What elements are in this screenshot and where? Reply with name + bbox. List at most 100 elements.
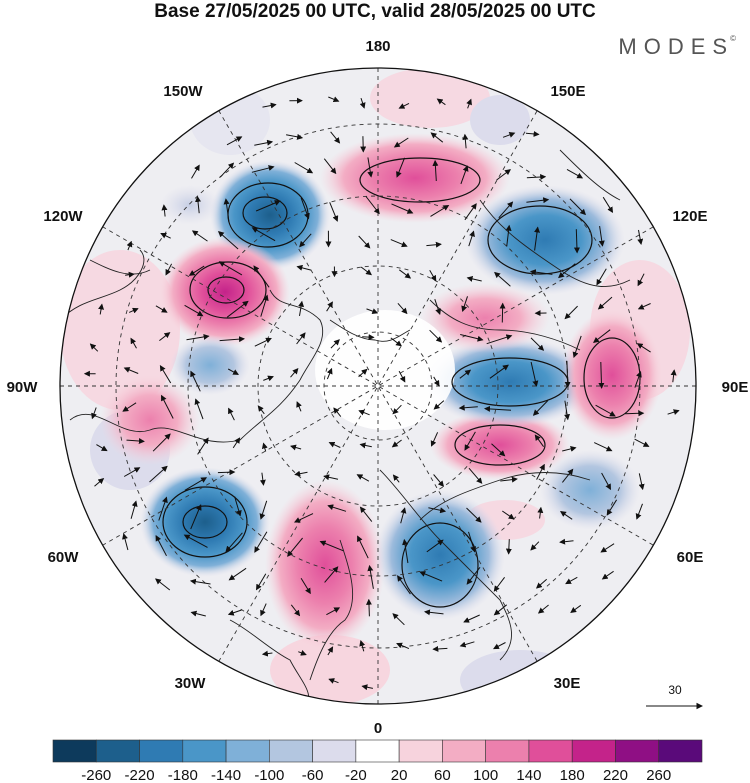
wind-arrow (260, 294, 269, 317)
wind-arrow (636, 343, 651, 353)
wind-arrow (391, 439, 402, 448)
wind-arrow (536, 463, 545, 480)
wind-arrow (400, 507, 407, 524)
anomaly-scandinavia-low (375, 490, 505, 620)
lon-label-150e: 150E (550, 83, 585, 100)
wind-arrow (564, 305, 578, 320)
wind-arrow (392, 404, 402, 415)
wind-arrow (534, 434, 545, 447)
wind-arrow (559, 538, 574, 545)
wind-arrow (254, 139, 274, 146)
wind-arrow (359, 640, 366, 652)
anomaly-hudson-low (170, 335, 250, 395)
wind-arrow (459, 369, 472, 379)
wind-arrow (526, 197, 550, 204)
wind-arrow (298, 300, 305, 316)
wind-arrow (194, 398, 204, 420)
wind-arrow (670, 369, 677, 383)
wind-arrow (430, 204, 450, 217)
wind-arrow (217, 231, 239, 250)
wind-arrow (460, 334, 484, 342)
wind-arrow (130, 337, 137, 349)
wind-arrow (223, 198, 230, 223)
anomaly-central-siberia-low (425, 337, 595, 427)
wind-arrow (392, 613, 405, 626)
wind-arrow (123, 467, 141, 477)
wind-arrow (98, 303, 105, 315)
colorbar-tick-label: -20 (345, 767, 367, 783)
wind-arrow (227, 609, 242, 616)
colorbar-swatch (52, 739, 97, 763)
anomaly-atlantic-low (140, 467, 270, 577)
wind-arrow (328, 96, 340, 103)
wind-arrow (559, 511, 573, 520)
colorbar-swatch (225, 739, 270, 763)
wind-arrow (327, 504, 347, 512)
colorbar-swatch (398, 739, 443, 763)
wind-arrow (593, 442, 613, 452)
wind-arrow (300, 578, 311, 595)
wind-arrow (126, 240, 133, 251)
wind-arrow (234, 496, 242, 517)
wind-arrow (565, 576, 578, 585)
wind-arrow (433, 474, 445, 487)
wind-arrow (186, 333, 210, 341)
wind-arrow (122, 533, 129, 551)
coastlines (60, 149, 631, 704)
wind-arrow (219, 162, 235, 178)
wind-arrow (434, 299, 442, 315)
wind-arrow (484, 405, 512, 412)
lon-label-150w: 150W (163, 83, 203, 100)
wind-arrow (392, 474, 400, 483)
wind-arrow (433, 400, 445, 410)
colorbar-swatch (355, 739, 400, 763)
colorbar-tick-label: -220 (125, 767, 155, 783)
wind-arrow (262, 102, 277, 109)
wind-arrow (294, 470, 308, 477)
wind-arrow (159, 332, 171, 341)
wind-arrow (123, 367, 139, 374)
wind-arrow (366, 308, 379, 314)
wind-arrow (466, 98, 472, 109)
wind-arrow (468, 230, 475, 247)
wind-arrow (468, 467, 483, 484)
anomaly-labrador-high (100, 375, 200, 465)
wind-arrow (359, 506, 373, 522)
wind-arrow (228, 407, 235, 421)
wind-arrow (564, 360, 571, 388)
wind-arrow (254, 531, 268, 553)
map-title: Base 27/05/2025 00 UTC, valid 28/05/2025… (154, 1, 596, 22)
wind-arrow (189, 578, 211, 585)
wind-arrow (188, 265, 205, 276)
polar-cap (315, 310, 455, 430)
wind-arrow (155, 578, 171, 591)
wind-arrow (426, 241, 442, 248)
wind-arrow (525, 130, 540, 137)
wind-arrow (466, 275, 482, 282)
wind-arrow (593, 329, 611, 344)
wind-arrow (326, 607, 341, 616)
wind-arrow (125, 271, 135, 278)
wind-vectors (83, 96, 680, 691)
brand-mark: © (730, 34, 736, 43)
wind-arrow (638, 473, 645, 491)
wind-arrow (359, 442, 372, 449)
colorbar-swatch (312, 739, 357, 763)
wind-arrow (197, 437, 209, 455)
wind-arrow (530, 361, 539, 387)
wind-arrow (161, 204, 168, 217)
wind-arrow (600, 543, 615, 553)
colorbar-tick-label: 180 (560, 767, 585, 783)
wind-arrow (432, 159, 439, 182)
wind-arrow (532, 400, 549, 416)
wind-arrow (432, 645, 448, 652)
wind-arrow (430, 432, 439, 447)
wind-arrow (625, 410, 645, 417)
colorbar-tick-label: 20 (391, 767, 408, 783)
wind-arrow (190, 610, 206, 617)
wind-arrow (319, 540, 344, 552)
wind-arrow (397, 575, 411, 595)
wind-arrow (535, 578, 548, 589)
wind-arrow (419, 571, 443, 582)
colorbar-swatch (571, 739, 616, 763)
